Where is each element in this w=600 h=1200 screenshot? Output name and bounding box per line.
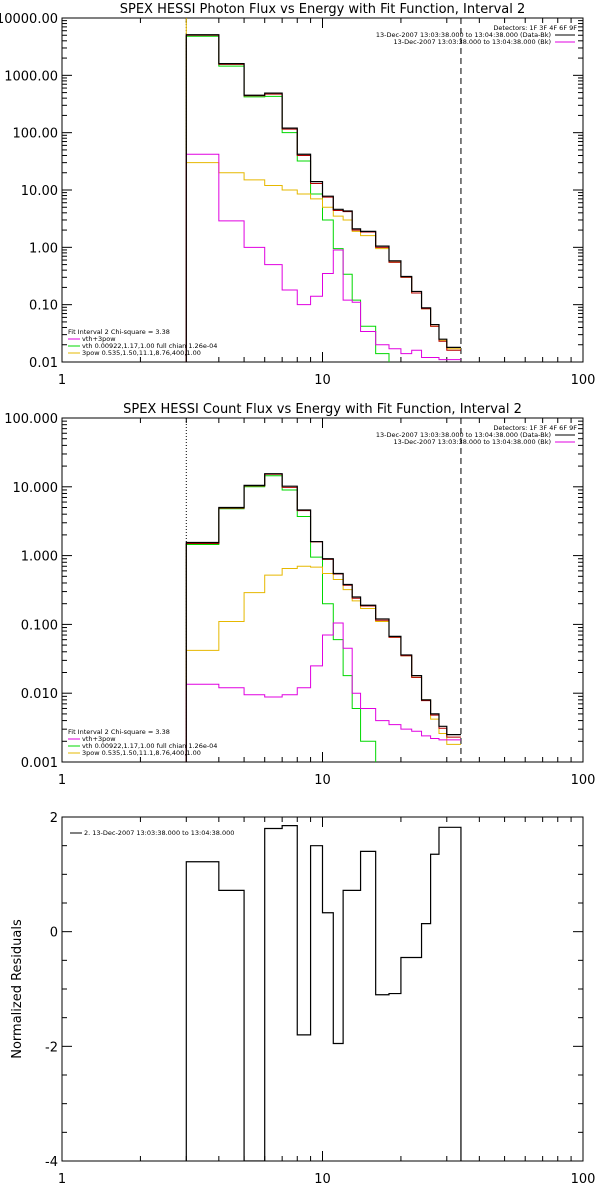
series-group bbox=[185, 34, 461, 362]
legend-label: 13-Dec-2007 13:03:38.000 to 13:04:38.000… bbox=[394, 38, 552, 46]
y-tick-label: 10.00 bbox=[21, 184, 58, 199]
x-tick-label: 1 bbox=[58, 1172, 66, 1187]
y-axis-label: Normalized Residuals bbox=[10, 919, 25, 1059]
legend-label: Fit Interval 2 Chi-square = 3.38 bbox=[68, 328, 170, 336]
chart-title: SPEX HESSI Photon Flux vs Energy with Fi… bbox=[120, 2, 526, 17]
x-tick-label: 100 bbox=[571, 373, 596, 388]
y-tick-label: -2 bbox=[45, 1040, 58, 1055]
y-tick-label: 10000.00 bbox=[0, 12, 58, 27]
legend-label: vth+3pow bbox=[82, 735, 116, 743]
series-total bbox=[185, 473, 461, 762]
legend-label: Detectors: 1F 3F 4F 6F 9F bbox=[493, 24, 577, 32]
y-tick-label: 10.000 bbox=[13, 481, 59, 496]
series-group bbox=[185, 473, 461, 762]
legend-label: 3pow 0.535,1.50,11.1,8.76,400,1.00 bbox=[82, 349, 201, 357]
y-tick-label: 0.10 bbox=[29, 299, 58, 314]
y-tick-label: 100.000 bbox=[4, 412, 58, 427]
x-tick-label: 10 bbox=[314, 373, 331, 388]
y-tick-label: 100.00 bbox=[13, 127, 59, 142]
x-tick-label: 100 bbox=[571, 1172, 596, 1187]
legend-label: 13-Dec-2007 13:03:38.000 to 13:04:38.000… bbox=[376, 431, 551, 439]
x-tick-label: 100 bbox=[571, 773, 596, 788]
chart-title: SPEX HESSI Count Flux vs Energy with Fit… bbox=[123, 402, 522, 417]
series-group bbox=[185, 825, 462, 1161]
x-tick-label: 1 bbox=[58, 373, 66, 388]
y-tick-label: 1.000 bbox=[21, 550, 58, 565]
series-data bbox=[185, 34, 461, 362]
legend-label: 13-Dec-2007 13:03:38.000 to 13:04:38.000… bbox=[394, 438, 552, 446]
y-tick-label: 0.001 bbox=[21, 756, 58, 771]
legend-label: Detectors: 1F 3F 4F 6F 9F bbox=[493, 424, 577, 432]
legend-label: 2. 13-Dec-2007 13:03:38.000 to 13:04:38.… bbox=[84, 829, 234, 837]
x-tick-label: 10 bbox=[314, 1172, 331, 1187]
legend-label: vth 0.00922,1.17,1.00 full chian 1.26e-0… bbox=[82, 742, 217, 750]
y-tick-label: 0.010 bbox=[21, 687, 58, 702]
chart-3: Normalized Residuals 1 10 100 -4 -2 0 2 2. 13-De… bbox=[10, 811, 595, 1187]
series-data bbox=[185, 825, 462, 1161]
series-vth bbox=[185, 35, 390, 362]
y-tick-label: -4 bbox=[45, 1155, 58, 1170]
y-tick-label: 2 bbox=[50, 811, 58, 826]
series-pow bbox=[185, 565, 461, 762]
legend-label: 13-Dec-2007 13:03:38.000 to 13:04:38.000… bbox=[376, 31, 551, 39]
legend-label: 3pow 0.535,1.50,11.1,8.76,400,1.00 bbox=[82, 749, 201, 757]
series-pow bbox=[185, 162, 461, 362]
series-bk bbox=[185, 622, 461, 762]
x-tick-label: 1 bbox=[58, 773, 66, 788]
y-tick-label: 0.100 bbox=[21, 618, 58, 633]
y-tick-label: 1.00 bbox=[29, 241, 58, 256]
series-total bbox=[185, 34, 461, 362]
x-tick-label: 10 bbox=[314, 773, 331, 788]
y-tick-label: 0 bbox=[50, 926, 58, 941]
chart-2: SPEX HESSI Count Flux vs Energy with Fit… bbox=[4, 402, 595, 788]
legend-label: Fit Interval 2 Chi-square = 3.38 bbox=[68, 728, 170, 736]
y-tick-label: 0.01 bbox=[29, 356, 58, 371]
y-tick-label: 1000.00 bbox=[4, 69, 58, 84]
legend-label: vth+3pow bbox=[82, 335, 116, 343]
legend-label: vth 0.00922,1.17,1.00 full chian 1.26e-0… bbox=[82, 342, 217, 350]
series-bk bbox=[185, 153, 461, 362]
series-data bbox=[185, 473, 461, 762]
series-vth bbox=[185, 475, 377, 762]
chart-1: SPEX HESSI Photon Flux vs Energy with Fi… bbox=[0, 2, 595, 388]
